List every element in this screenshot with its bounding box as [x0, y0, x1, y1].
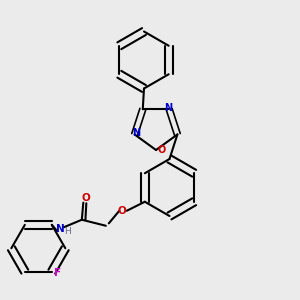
Text: F: F [54, 268, 61, 278]
Text: N: N [164, 103, 172, 113]
Text: O: O [157, 145, 166, 155]
Text: O: O [118, 206, 127, 216]
Text: O: O [82, 193, 90, 203]
Text: H: H [64, 227, 71, 236]
Text: N: N [132, 128, 140, 138]
Text: N: N [56, 224, 65, 234]
